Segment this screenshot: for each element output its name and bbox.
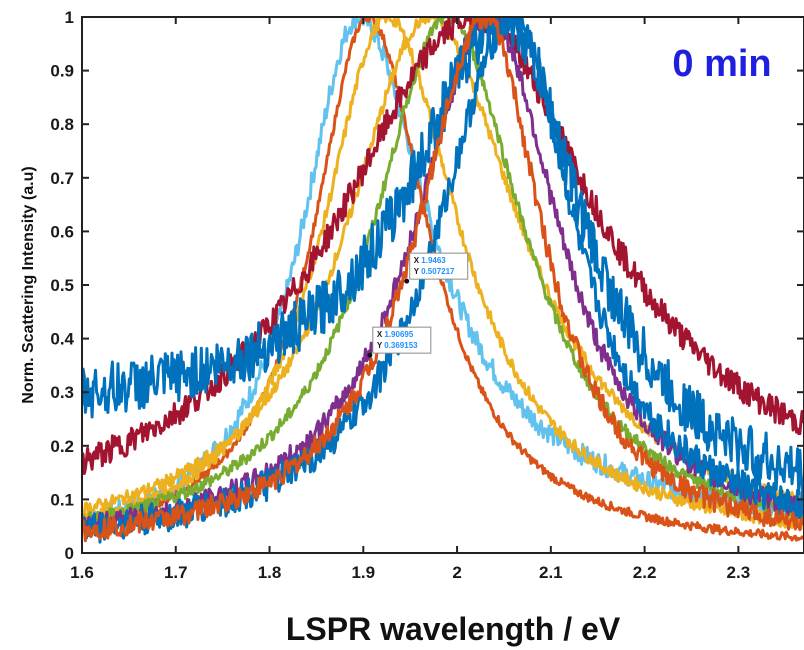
spectrum-series-8 xyxy=(82,17,804,496)
x-axis-label: LSPR wavelength / eV xyxy=(286,611,621,647)
spectrum-series-5 xyxy=(82,17,804,526)
x-tick-label: 1.9 xyxy=(351,563,375,582)
y-axis-label: Norm. Scattering Intensity (a.u) xyxy=(20,166,37,403)
time-annotation: 0 min xyxy=(672,43,771,85)
x-tick-label: 1.8 xyxy=(258,563,282,582)
datatip-y-value: 0.369153 xyxy=(384,341,418,350)
datatip-y-label: Y xyxy=(377,341,384,350)
datatip-y-row: Y 0.507217 xyxy=(414,267,455,276)
datatip-x-value: 1.90695 xyxy=(384,330,413,339)
datatip-marker xyxy=(404,278,410,284)
datatip-box xyxy=(409,252,469,280)
y-tick-label: 0.1 xyxy=(50,490,74,509)
spectrum-series-9 xyxy=(82,17,804,544)
datatip-y-value: 0.507217 xyxy=(421,267,455,276)
y-tick-label: 0.2 xyxy=(50,437,74,456)
y-tick-label: 0.5 xyxy=(50,276,74,295)
x-tick-label: 2 xyxy=(452,563,461,582)
datatip-marker xyxy=(367,352,373,358)
y-tick-label: 0.4 xyxy=(50,330,74,349)
datatip-y-row: Y 0.369153 xyxy=(377,341,418,350)
datatip-x-row: X 1.90695 xyxy=(377,330,414,339)
datatip-box xyxy=(372,326,432,354)
x-tick-label: 1.6 xyxy=(70,563,94,582)
datatip-x-row: X 1.9463 xyxy=(414,256,447,265)
y-tick-label: 0.6 xyxy=(50,222,74,241)
datatip-x-label: X xyxy=(377,330,385,339)
datatip-y-label: Y xyxy=(414,267,421,276)
series-layer xyxy=(82,17,804,544)
x-tick-label: 2.1 xyxy=(539,563,563,582)
x-tick-label: 1.7 xyxy=(164,563,188,582)
datatip-x-label: X xyxy=(414,256,422,265)
spectrum-series-10 xyxy=(82,17,804,543)
spectrum-series-2 xyxy=(82,17,804,542)
y-tick-label: 0.8 xyxy=(50,115,74,134)
x-tick-label: 2.2 xyxy=(633,563,657,582)
tick-layer: 1.6 1.7 1.8 1.9 2 2.1 2.2 2.3 0 0.1 0.2 0.3 0.4 0.5 0.… xyxy=(50,8,804,582)
y-tick-label: 1 xyxy=(65,8,74,27)
spectrum-series-3 xyxy=(82,17,804,531)
x-tick-label: 2.3 xyxy=(727,563,751,582)
y-tick-label: 0 xyxy=(65,544,74,563)
y-tick-label: 0.9 xyxy=(50,62,74,81)
y-tick-label: 0.7 xyxy=(50,169,74,188)
datatip-x-value: 1.9463 xyxy=(421,256,446,265)
y-tick-label: 0.3 xyxy=(50,383,74,402)
